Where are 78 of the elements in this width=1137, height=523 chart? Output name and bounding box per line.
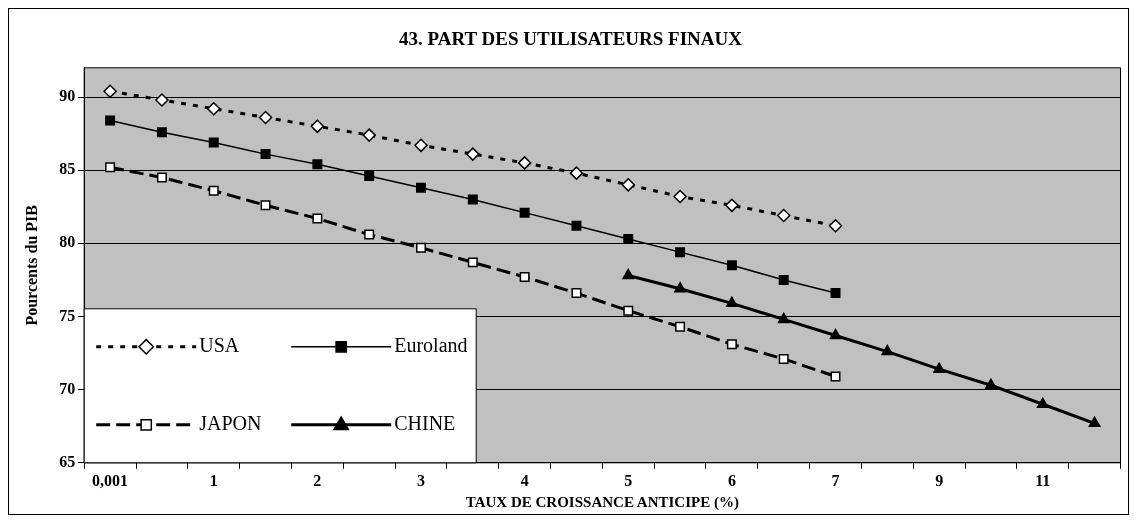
point	[778, 274, 789, 285]
x-axis-title: TAUX DE CROISSANCE ANTICIPE (%)	[465, 493, 739, 511]
point	[985, 378, 997, 390]
point	[571, 220, 582, 231]
point	[675, 247, 686, 258]
x-tick-label: 7	[831, 471, 840, 489]
point	[208, 137, 219, 148]
point	[623, 305, 634, 316]
x-tick-label: 0,001	[92, 471, 129, 489]
point	[829, 328, 842, 340]
point	[105, 162, 116, 173]
point	[364, 171, 375, 182]
point	[310, 119, 325, 134]
y-tick-label: 75	[59, 306, 76, 324]
point	[519, 207, 530, 218]
legend-label: JAPON	[199, 412, 262, 435]
point	[933, 362, 946, 373]
x-tick-label: 3	[417, 471, 425, 489]
point	[777, 312, 790, 324]
legend-label: CHINE	[394, 412, 456, 435]
y-axis-title: Pourcents du PIB	[22, 204, 40, 326]
point	[725, 296, 738, 308]
x-tick-label: 2	[313, 471, 322, 489]
point	[467, 194, 478, 205]
y-tick-label: 80	[59, 233, 76, 251]
point	[467, 257, 478, 268]
point	[416, 242, 426, 253]
point	[726, 339, 737, 350]
y-tick-label: 65	[59, 452, 76, 470]
legend-label: Euroland	[394, 334, 468, 357]
x-tick-label: 5	[624, 471, 633, 489]
point	[622, 268, 635, 280]
point	[673, 189, 687, 204]
point	[830, 288, 841, 299]
y-tick-label: 85	[59, 160, 76, 178]
point	[362, 128, 376, 142]
point	[828, 219, 843, 233]
point	[260, 200, 271, 211]
point	[155, 93, 169, 107]
x-tick-label: 9	[935, 471, 944, 489]
y-tick-label: 90	[59, 87, 76, 105]
point	[621, 178, 636, 192]
point	[675, 321, 686, 332]
chart-title: 43. PART DES UTILISATEURS FINAUX	[399, 28, 743, 50]
point	[623, 233, 634, 244]
point	[312, 213, 323, 224]
point	[517, 156, 532, 170]
point	[208, 185, 219, 196]
point	[674, 281, 687, 293]
point	[519, 272, 530, 282]
point	[466, 147, 480, 161]
x-tick-label: 4	[520, 471, 529, 489]
x-tick-label: 1	[209, 471, 218, 489]
point	[414, 138, 428, 153]
point	[830, 371, 841, 382]
point	[778, 353, 789, 364]
point	[105, 115, 116, 126]
point	[725, 198, 739, 213]
point	[571, 288, 582, 299]
point	[1036, 397, 1049, 409]
point	[364, 229, 375, 240]
point	[103, 84, 117, 98]
point	[416, 182, 426, 193]
point	[312, 159, 323, 170]
legend-label: USA	[199, 334, 240, 357]
point	[1088, 416, 1101, 428]
point	[881, 344, 894, 356]
y-tick-label: 70	[59, 379, 76, 397]
point	[156, 127, 167, 138]
point	[776, 208, 791, 223]
x-tick-label: 6	[727, 471, 736, 489]
point	[569, 166, 584, 180]
point	[258, 110, 273, 125]
point	[206, 102, 221, 116]
x-tick-label: 11	[1035, 471, 1051, 489]
point	[156, 172, 167, 183]
point	[726, 260, 737, 271]
point	[260, 149, 271, 160]
